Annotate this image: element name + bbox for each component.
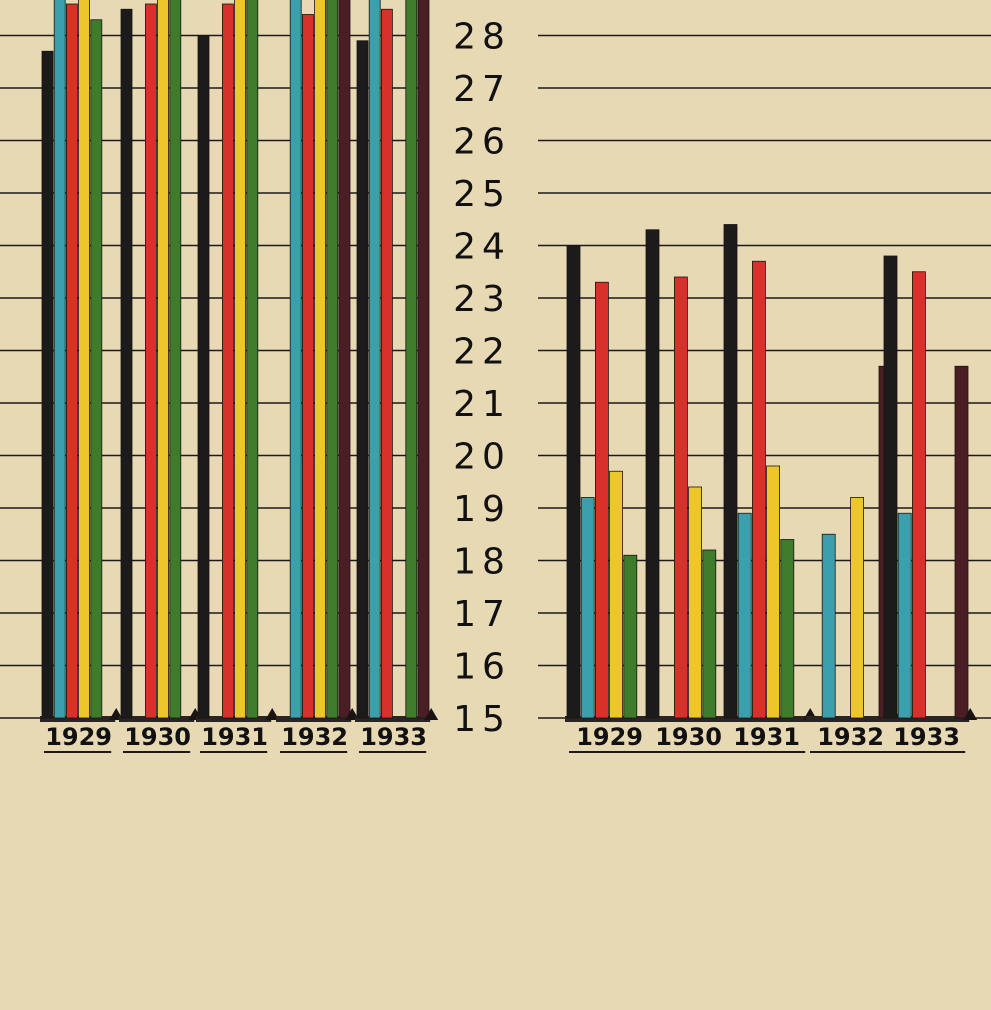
bar-group: 1930 — [644, 229, 740, 753]
x-tick-label: 1932 — [281, 723, 348, 751]
bar — [883, 255, 898, 719]
bar-group: 1929 — [565, 245, 661, 753]
bar — [246, 0, 259, 719]
y-tick-label: 29 — [453, 0, 511, 5]
y-tick-label: 23 — [453, 279, 511, 320]
bar — [850, 497, 864, 719]
y-tick-label: 25 — [453, 174, 511, 215]
bar-group: 1933 — [882, 255, 978, 753]
y-tick-label: 27 — [453, 69, 511, 110]
bar — [314, 0, 327, 719]
group-baseline — [196, 716, 272, 722]
group-marker — [265, 708, 280, 720]
x-tick-label: 1933 — [360, 723, 427, 751]
group-baseline — [806, 716, 894, 722]
y-axis-labels: 15161718192021222324252627282930313233 — [453, 0, 511, 740]
right-chart: 1929 1930 1931 1932 1933 — [565, 224, 978, 753]
y-tick-label: 16 — [453, 647, 511, 688]
bar — [645, 229, 660, 719]
bar — [566, 245, 581, 719]
bar — [338, 0, 351, 719]
x-tick-label: 1930 — [655, 723, 722, 751]
bar — [954, 365, 969, 719]
bar — [66, 3, 78, 719]
left-chart: 1929 1930 1931 1932 1933 — [40, 0, 439, 753]
bar — [368, 0, 381, 719]
bar-group: 1931 — [196, 0, 280, 753]
bar — [326, 0, 339, 719]
bar — [674, 276, 688, 719]
bar-group: 1933 — [355, 0, 439, 753]
group-baseline — [565, 716, 653, 722]
bar — [417, 0, 430, 719]
bar — [737, 512, 752, 719]
bar — [609, 470, 623, 719]
y-tick-label: 20 — [453, 437, 511, 478]
bar — [723, 224, 738, 719]
x-tick-label: 1929 — [576, 723, 643, 751]
bar — [53, 0, 66, 719]
y-tick-label: 26 — [453, 122, 511, 163]
group-baseline — [119, 716, 195, 722]
y-tick-label: 28 — [453, 17, 511, 58]
x-tick-label: 1931 — [733, 723, 800, 751]
group-baseline — [644, 716, 732, 722]
bar — [623, 554, 638, 719]
y-tick-label: 21 — [453, 384, 511, 425]
bar — [702, 549, 717, 719]
x-tick-label: 1933 — [893, 723, 960, 751]
x-tick-label: 1929 — [45, 723, 112, 751]
bar — [120, 8, 133, 719]
bar — [766, 465, 780, 719]
y-tick-label: 24 — [453, 227, 511, 268]
y-tick-label: 19 — [453, 489, 511, 530]
bar — [356, 40, 369, 719]
bar-group: 1932 — [276, 0, 360, 753]
y-tick-label: 15 — [453, 699, 511, 740]
bar — [821, 533, 836, 719]
group-marker — [963, 708, 978, 720]
bar — [301, 14, 314, 719]
x-tick-label: 1931 — [201, 723, 268, 751]
bar — [169, 0, 182, 719]
bar — [405, 0, 418, 719]
y-tick-label: 17 — [453, 594, 511, 635]
bar — [897, 512, 912, 719]
bar — [234, 0, 247, 719]
bar-group: 1930 — [119, 0, 203, 753]
bar — [90, 19, 103, 719]
bar — [595, 281, 609, 719]
bar — [912, 271, 926, 719]
bar — [780, 539, 795, 719]
bar — [41, 50, 54, 719]
x-tick-label: 1930 — [124, 723, 191, 751]
group-baseline — [40, 716, 116, 722]
bar — [197, 35, 210, 719]
bar-group: 1931 — [722, 224, 818, 753]
bar — [78, 0, 90, 719]
group-baseline — [722, 716, 810, 722]
bar — [289, 0, 302, 719]
bar — [580, 497, 595, 719]
bar — [157, 0, 170, 719]
y-tick-label: 22 — [453, 332, 511, 373]
bar — [752, 260, 766, 719]
bar — [380, 8, 393, 719]
bar — [144, 3, 157, 719]
group-baseline — [882, 716, 970, 722]
bar — [688, 486, 702, 719]
group-marker — [424, 708, 439, 720]
x-tick-label: 1932 — [817, 723, 884, 751]
bar-group: 1929 — [40, 0, 124, 753]
group-baseline — [355, 716, 431, 722]
bar — [221, 3, 234, 719]
group-baseline — [276, 716, 352, 722]
y-tick-label: 18 — [453, 542, 511, 583]
